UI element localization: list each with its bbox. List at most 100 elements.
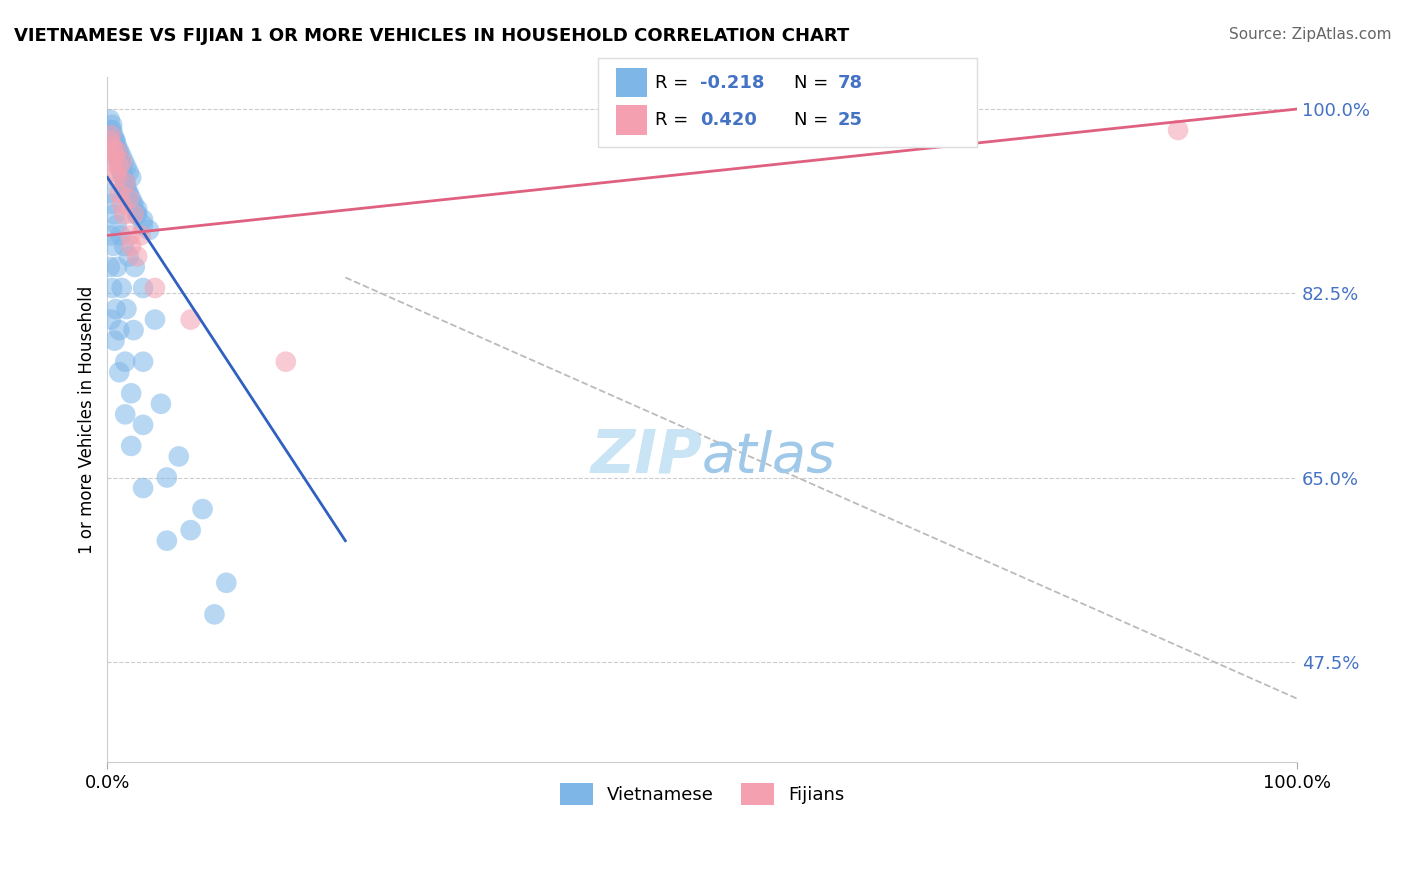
Point	[101, 281, 124, 295]
Point	[98, 134, 121, 148]
Point	[98, 186, 121, 201]
Point	[100, 228, 122, 243]
Text: VIETNAMESE VS FIJIAN 1 OR MORE VEHICLES IN HOUSEHOLD CORRELATION CHART: VIETNAMESE VS FIJIAN 1 OR MORE VEHICLES …	[14, 27, 849, 45]
Point	[132, 481, 155, 495]
Point	[118, 165, 141, 179]
Point	[105, 260, 128, 274]
Point	[112, 207, 135, 221]
Point	[122, 196, 145, 211]
Point	[104, 149, 127, 163]
Point	[111, 149, 134, 163]
Point	[98, 112, 121, 127]
Point	[101, 118, 124, 132]
Point	[101, 154, 124, 169]
Point	[108, 154, 131, 169]
Point	[132, 218, 155, 232]
Point	[132, 417, 155, 432]
Point	[115, 181, 138, 195]
Point	[111, 196, 134, 211]
Point	[124, 260, 146, 274]
Point	[127, 207, 149, 221]
Point	[117, 186, 139, 201]
Point	[105, 144, 128, 158]
Point	[114, 408, 136, 422]
Point	[180, 523, 202, 537]
Point	[105, 139, 128, 153]
Point	[111, 154, 134, 169]
Point	[103, 128, 125, 143]
Point	[112, 239, 135, 253]
Point	[204, 607, 226, 622]
Point	[120, 239, 142, 253]
Point	[100, 123, 122, 137]
Point	[118, 228, 141, 243]
Point	[100, 128, 122, 143]
Point	[103, 139, 125, 153]
Point	[108, 144, 131, 158]
Text: 0.420: 0.420	[700, 112, 756, 129]
Point	[143, 281, 166, 295]
Point	[127, 249, 149, 263]
Point	[132, 212, 155, 227]
Point	[105, 170, 128, 185]
Point	[108, 186, 131, 201]
Point	[132, 354, 155, 368]
Point	[108, 323, 131, 337]
Point	[103, 334, 125, 348]
Text: ZIP: ZIP	[591, 427, 702, 486]
Point	[138, 223, 160, 237]
Point	[120, 192, 142, 206]
Point	[111, 165, 134, 179]
Point	[103, 134, 125, 148]
Point	[149, 397, 172, 411]
Point	[156, 470, 179, 484]
Point	[122, 207, 145, 221]
Point	[114, 176, 136, 190]
Point	[129, 228, 152, 243]
Text: R =: R =	[655, 112, 695, 129]
Point	[115, 301, 138, 316]
Point	[103, 207, 125, 221]
Point	[111, 170, 134, 185]
Text: R =: R =	[655, 74, 695, 92]
Legend: Vietnamese, Fijians: Vietnamese, Fijians	[551, 774, 853, 814]
Point	[167, 450, 190, 464]
Text: 78: 78	[838, 74, 863, 92]
Point	[100, 128, 122, 143]
Point	[103, 149, 125, 163]
Point	[122, 323, 145, 337]
Point	[104, 134, 127, 148]
Point	[105, 144, 128, 158]
Point	[101, 196, 124, 211]
Point	[108, 365, 131, 379]
Point	[115, 160, 138, 174]
Point	[132, 281, 155, 295]
Point	[110, 154, 132, 169]
Point	[274, 354, 297, 368]
Point	[121, 196, 143, 211]
Point	[105, 218, 128, 232]
Point	[180, 312, 202, 326]
Point	[112, 154, 135, 169]
Text: N =: N =	[794, 112, 834, 129]
Point	[156, 533, 179, 548]
Text: Source: ZipAtlas.com: Source: ZipAtlas.com	[1229, 27, 1392, 42]
Point	[107, 144, 129, 158]
Text: N =: N =	[794, 74, 834, 92]
Point	[120, 439, 142, 453]
Point	[215, 575, 238, 590]
Point	[110, 228, 132, 243]
Point	[127, 202, 149, 216]
Y-axis label: 1 or more Vehicles in Household: 1 or more Vehicles in Household	[79, 285, 96, 554]
Point	[118, 249, 141, 263]
Point	[100, 312, 122, 326]
Point	[111, 281, 134, 295]
Point	[103, 134, 125, 148]
Point	[191, 502, 214, 516]
Point	[143, 312, 166, 326]
Text: 25: 25	[838, 112, 863, 129]
Point	[108, 160, 131, 174]
Point	[104, 165, 127, 179]
Point	[127, 207, 149, 221]
Point	[120, 386, 142, 401]
